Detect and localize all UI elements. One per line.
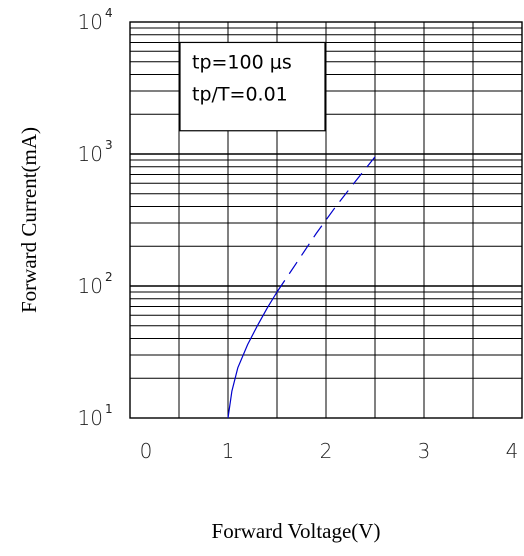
annotation-rect — [179, 41, 326, 132]
x-tick-label: 1 — [222, 439, 235, 463]
y-tick-exponent: 2 — [105, 270, 113, 284]
y-tick-exponent: 4 — [105, 6, 113, 20]
y-tick-exponent: 1 — [105, 402, 113, 416]
grid — [130, 22, 522, 418]
annotation-box: tp=100 μs tp/T=0.01 — [179, 41, 326, 132]
y-axis-label: Forward Current(mA) — [17, 127, 41, 313]
plot-frame — [129, 21, 523, 419]
annotation-duty-cycle: tp/T=0.01 — [192, 83, 288, 105]
y-tick-label: 10 — [78, 10, 103, 34]
x-tick-label: 4 — [506, 439, 519, 463]
x-axis-label: Forward Voltage(V) — [212, 519, 381, 543]
x-tick-label: 2 — [320, 439, 333, 463]
y-tick-label: 10 — [78, 274, 103, 298]
annotation-pulse-width: tp=100 μs — [192, 51, 292, 73]
y-tick-label: 10 — [78, 406, 103, 430]
x-tick-label: 0 — [140, 439, 153, 463]
series-group — [227, 156, 376, 419]
x-tick-label: 3 — [418, 439, 431, 463]
series-line-dashed — [276, 156, 376, 293]
y-tick-exponent: 3 — [105, 138, 113, 152]
y-tick-label: 10 — [78, 142, 103, 166]
series-line-solid — [227, 291, 278, 419]
x-tick-labels: 0 1 2 3 4 — [140, 439, 519, 463]
plot-border — [129, 21, 523, 419]
